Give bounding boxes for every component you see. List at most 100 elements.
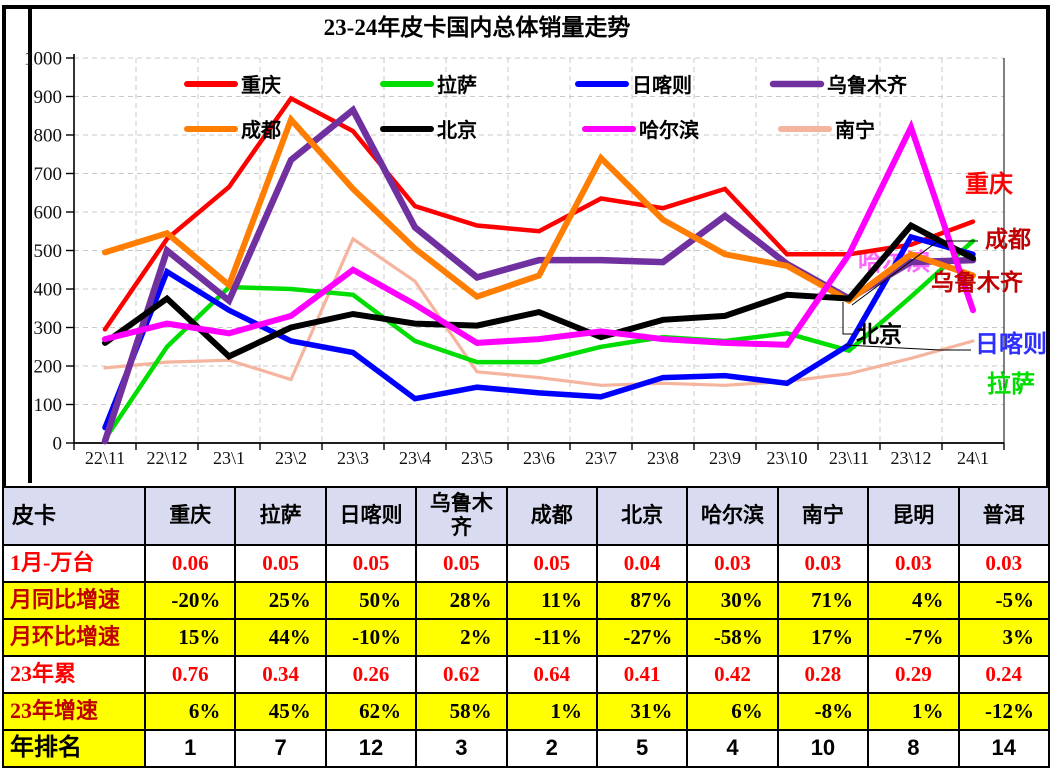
table-row: 23年增速 6% 45% 62% 58% 1% 31% 6% -8% 1% -12% (2, 692, 1051, 731)
row-label: 年排名 (2, 729, 146, 768)
table-cell: -12% (957, 692, 1051, 731)
table-cell: 45% (234, 692, 327, 731)
table-cell: 3 (415, 729, 508, 768)
y-tick-label: 900 (34, 87, 63, 108)
page-border-left (2, 5, 6, 750)
table-cell: 44% (234, 618, 327, 657)
leader-rikaze (844, 344, 971, 351)
table-cell: 0.05 (234, 544, 327, 583)
table-cell: 25% (234, 581, 327, 620)
table-cell: 0.41 (595, 655, 689, 694)
row-label: 1月-万台 (2, 544, 146, 583)
legend-label: 成都 (241, 118, 281, 142)
table-cell: -7% (867, 618, 960, 657)
legend-item: 乌鲁木齐 (769, 73, 908, 97)
table-cell: 0.04 (595, 544, 689, 583)
table-row: 年排名 1 7 12 3 2 5 4 10 8 14 (2, 729, 1051, 768)
page-border-top (2, 5, 1050, 9)
table-cell: 6% (686, 692, 779, 731)
row-label: 月环比增速 (2, 618, 146, 657)
row-label: 月同比增速 (2, 581, 146, 620)
table-cell: 0.05 (324, 544, 418, 583)
table-cell: -20% (143, 581, 237, 620)
table-cell: 31% (595, 692, 689, 731)
legend-label: 日喀则 (632, 73, 692, 97)
table-cell: 0.29 (867, 655, 960, 694)
series-end-label: 重庆 (965, 171, 1013, 198)
table-cell: -8% (776, 692, 870, 731)
x-category-label: 23\10 (766, 448, 807, 468)
table-cell: 6% (143, 692, 237, 731)
row-label: 23年累 (2, 655, 146, 694)
table-cell: 15% (143, 618, 237, 657)
table-cell: 62% (324, 692, 418, 731)
table-cell: 0.03 (867, 544, 960, 583)
table-cell: 0.05 (415, 544, 508, 583)
series-end-label: 拉萨 (987, 370, 1035, 398)
table-cell: 4% (867, 581, 960, 620)
series-lines (101, 95, 977, 445)
table-cell: 7 (234, 729, 327, 768)
table-cell: 12 (324, 729, 418, 768)
series-line-7 (102, 119, 976, 348)
table-cell: 30% (686, 581, 779, 620)
x-category-label: 23\4 (399, 448, 431, 468)
table-cell: 0.34 (234, 655, 327, 694)
legend-item: 拉萨 (380, 73, 477, 97)
table-cell: -11% (505, 618, 598, 657)
column-header: 日喀则 (324, 486, 418, 546)
table-cell: -5% (957, 581, 1051, 620)
series-line-8 (103, 236, 975, 387)
y-tick-label: 700 (34, 164, 63, 185)
axes: 0 100 200 300 400 500 600 700 800 900 1000 22\11 22\… (24, 49, 1005, 468)
table-row: 月环比增速 15% 44% -10% 2% -11% -27% -58% 17% -7% 3% (2, 618, 1051, 657)
table-cell: 58% (415, 692, 508, 731)
x-category-label: 23\5 (461, 448, 493, 468)
column-header: 普洱 (957, 486, 1051, 546)
chart-left-rule (28, 5, 32, 483)
table-cell: 87% (595, 581, 689, 620)
column-header: 成都 (505, 486, 598, 546)
table-cell: 1% (505, 692, 598, 731)
series-line-2 (102, 238, 976, 442)
table-cell: 14 (957, 729, 1051, 768)
table-cell: 0.03 (957, 544, 1051, 583)
table-cell: -27% (595, 618, 689, 657)
table-cell: 11% (505, 581, 598, 620)
column-header: 乌鲁木齐 (415, 486, 508, 546)
table-cell: 0.03 (686, 544, 779, 583)
table-cell: 17% (776, 618, 870, 657)
table-cell: 0.42 (686, 655, 779, 694)
legend-item: 成都 (184, 118, 281, 142)
x-category-label: 23\2 (275, 448, 307, 468)
sales-trend-line-chart: 23-24年皮卡国内总体销量走势 0 100 200 300 400 500 600 700 8… (24, 14, 1047, 468)
y-tick-label: 400 (34, 280, 63, 301)
table-header-row: 皮卡 重庆 拉萨 日喀则 乌鲁木齐 成都 北京 哈尔滨 南宁 昆明 普洱 (2, 486, 1051, 546)
table-cell: -58% (686, 618, 779, 657)
table-cell: 0.24 (957, 655, 1051, 694)
legend-item: 日喀则 (575, 73, 692, 97)
x-category-label: 23\3 (337, 448, 369, 468)
series-line-5 (102, 113, 976, 305)
legend-item: 哈尔滨 (582, 118, 699, 142)
column-header: 南宁 (776, 486, 870, 546)
series-line-1 (102, 95, 976, 332)
x-category-label: 23\6 (523, 448, 555, 468)
table-cell: 8 (867, 729, 960, 768)
table-cell: 10 (776, 729, 870, 768)
x-category-label: 23\7 (585, 448, 617, 468)
legend-label: 重庆 (241, 73, 281, 97)
table-cell: 0.64 (505, 655, 598, 694)
report-page: { "title": "23-24年皮卡国内总体销量走势", "chart_da… (2, 5, 1051, 768)
y-tick-label: 600 (34, 203, 63, 224)
legend-item: 重庆 (184, 73, 281, 97)
row-label: 23年增速 (2, 692, 146, 731)
x-category-label: 23\12 (890, 448, 931, 468)
table-cell: 0.62 (415, 655, 508, 694)
x-category-label: 23\11 (829, 448, 869, 468)
table-corner-header: 皮卡 (2, 486, 146, 546)
table-cell: 50% (324, 581, 418, 620)
y-tick-label: 200 (34, 357, 63, 378)
series-end-label: 日喀则 (975, 330, 1047, 358)
